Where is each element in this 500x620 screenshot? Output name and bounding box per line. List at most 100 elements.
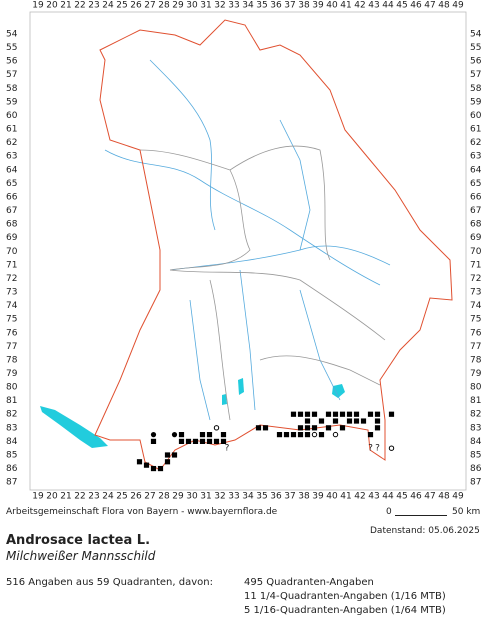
x-tick-label: 48	[438, 492, 450, 501]
occurrence-square	[220, 438, 227, 444]
x-tick-label: 25	[116, 492, 127, 501]
y-tick-label: 62	[470, 138, 481, 148]
x-tick-label: 19	[32, 492, 44, 501]
occurrence-square	[325, 425, 332, 431]
y-tick-label: 70	[470, 247, 482, 257]
occurrence-square	[164, 452, 171, 458]
x-tick-label: 32	[214, 1, 225, 11]
map: 1919202021212222232324242525262627272828…	[6, 1, 482, 501]
y-tick-label: 67	[6, 206, 17, 216]
y-tick-label: 78	[6, 355, 18, 365]
x-tick-label: 20	[46, 492, 58, 501]
occurrence-square	[171, 452, 178, 458]
y-tick-label: 82	[6, 410, 17, 420]
y-tick-label: 86	[6, 464, 18, 474]
occurrence-square	[206, 438, 213, 444]
y-tick-label: 58	[6, 84, 18, 94]
x-tick-label: 22	[74, 1, 85, 11]
stats-summary: 516 Angaben aus 59 Quadranten, davon:	[6, 577, 213, 588]
y-tick-label: 66	[6, 192, 18, 202]
occurrence-square	[192, 438, 199, 444]
occurrence-square	[388, 411, 395, 417]
y-tick-label: 60	[470, 111, 482, 121]
lake	[40, 406, 108, 448]
x-tick-label: 27	[144, 492, 155, 501]
x-tick-label: 32	[214, 492, 225, 501]
y-tick-label: 87	[6, 478, 17, 488]
occurrence-square	[346, 411, 353, 417]
x-tick-label: 30	[186, 492, 198, 501]
x-tick-label: 22	[74, 492, 85, 501]
occurrence-square	[304, 432, 311, 438]
occurrence-uncertain: ?	[375, 444, 380, 454]
occurrence-square	[143, 462, 150, 468]
x-tick-label: 42	[354, 1, 365, 11]
x-tick-label: 39	[312, 1, 324, 11]
x-tick-label: 26	[130, 1, 142, 11]
y-tick-label: 79	[470, 369, 482, 379]
x-tick-label: 21	[60, 492, 71, 501]
x-tick-label: 28	[158, 1, 170, 11]
x-tick-label: 21	[60, 1, 71, 11]
occurrence-square	[157, 465, 164, 472]
y-tick-label: 71	[470, 260, 481, 270]
x-tick-label: 36	[270, 1, 282, 11]
y-tick-label: 54	[470, 30, 482, 40]
occurrence-square	[311, 411, 318, 417]
x-tick-label: 33	[228, 1, 239, 11]
occurrence-square	[276, 432, 283, 438]
y-tick-label: 68	[470, 220, 482, 230]
x-tick-label: 47	[424, 1, 435, 11]
occurrence-square	[374, 425, 381, 431]
occurrence-square	[262, 425, 269, 431]
x-tick-label: 19	[32, 1, 44, 11]
y-tick-label: 59	[6, 97, 18, 107]
occurrence-square	[290, 411, 297, 417]
y-tick-label: 75	[6, 315, 17, 325]
occurrence-circle	[213, 425, 220, 431]
occurrence-square	[255, 425, 262, 431]
x-tick-label: 29	[172, 1, 184, 11]
y-tick-label: 61	[470, 125, 481, 135]
x-tick-label: 48	[438, 1, 450, 11]
y-tick-label: 77	[470, 342, 481, 352]
y-tick-label: 59	[470, 97, 482, 107]
x-tick-label: 30	[186, 1, 198, 11]
occurrence-square	[220, 432, 227, 438]
stats-line: 11 1/4-Quadranten-Angaben (1/16 MTB)	[244, 591, 446, 602]
x-tick-label: 49	[452, 492, 464, 501]
scale-start: 0	[386, 507, 392, 517]
x-tick-label: 44	[382, 492, 394, 501]
x-tick-label: 45	[396, 1, 407, 11]
x-tick-label: 45	[396, 492, 407, 501]
y-tick-label: 85	[470, 450, 481, 460]
lake	[332, 384, 345, 398]
x-tick-label: 20	[46, 1, 58, 11]
y-tick-label: 56	[6, 57, 18, 67]
occurrence-square	[353, 418, 360, 424]
y-tick-label: 77	[6, 342, 17, 352]
occurrence-square	[367, 411, 374, 417]
scale-bar	[395, 515, 447, 516]
x-tick-label: 49	[452, 1, 464, 11]
x-tick-label: 24	[102, 492, 114, 501]
x-tick-label: 35	[256, 1, 267, 11]
species-name: Androsace lactea L.	[6, 533, 151, 548]
y-tick-label: 83	[470, 423, 481, 433]
occurrence-square	[367, 432, 374, 438]
occurrence-square	[290, 432, 297, 438]
x-tick-label: 38	[298, 492, 310, 501]
x-tick-label: 38	[298, 1, 310, 11]
x-tick-label: 31	[200, 492, 211, 501]
y-tick-label: 82	[470, 410, 481, 420]
y-tick-label: 70	[6, 247, 18, 257]
occurrence-square	[297, 425, 304, 431]
y-tick-label: 76	[470, 328, 482, 338]
occurrence-square	[353, 411, 360, 417]
occurrence-square	[213, 438, 220, 444]
y-tick-label: 56	[470, 57, 482, 67]
map-frame	[29, 11, 467, 491]
y-tick-label: 64	[6, 165, 18, 175]
occurrence-square	[332, 411, 339, 417]
